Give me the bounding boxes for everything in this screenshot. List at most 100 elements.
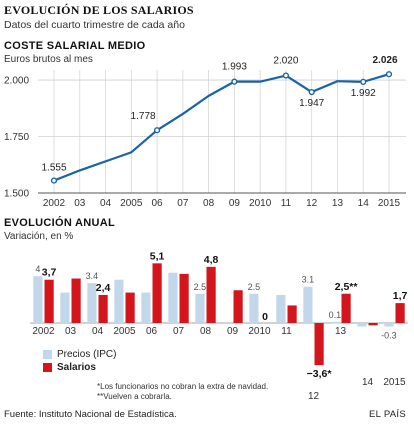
bar-chart-ylabel: Variación, en % (4, 231, 74, 242)
line-chart-data-label: 2.026 (372, 55, 397, 66)
line-chart-xtick: 2005 (120, 198, 143, 209)
bar-salarios-label: 1,7 (393, 290, 408, 302)
line-chart-xtick: 11 (281, 198, 292, 209)
line-chart-xtick: 07 (177, 198, 189, 209)
line-chart-point (308, 88, 315, 96)
bar-chart-xtick: 03 (65, 326, 77, 337)
legend-salarios-label: Salarios (57, 362, 96, 373)
line-chart-data-label: 1.778 (131, 111, 156, 122)
line-chart-xtick: 13 (332, 198, 344, 209)
line-chart-point (231, 78, 238, 85)
bar-chart-xtick: 11 (281, 326, 292, 337)
bar-ipc (195, 293, 205, 323)
bar-ipc (330, 321, 340, 324)
legend-salarios-swatch (43, 363, 52, 372)
bar-chart-xtick: 2010 (248, 326, 271, 337)
bar-chart-xtick: 06 (146, 326, 158, 337)
bar-ipc (60, 292, 70, 323)
bar-chart-xtick: 08 (200, 326, 212, 337)
bar-chart-xtick: 09 (227, 326, 239, 337)
bar-salarios (395, 303, 405, 323)
bar-chart-xtick: 14 (362, 377, 374, 388)
line-chart-ylabel: Euros brutos al mes (4, 54, 93, 65)
line-chart-ytick: 1.750 (4, 132, 29, 143)
line-chart-data-label: 1.992 (351, 88, 376, 99)
bar-salarios (287, 305, 297, 323)
bar-ipc (249, 293, 259, 323)
legend-ipc-label: Precios (IPC) (57, 349, 117, 360)
bar-ipc-label: 2.5 (248, 282, 261, 292)
bar-ipc (303, 286, 313, 323)
bar-salarios-label: −3,6* (307, 368, 333, 380)
brand-logo: EL PAÍS (369, 409, 406, 420)
bar-salarios (71, 278, 81, 323)
bar-salarios-label: 4,8 (204, 254, 219, 266)
bar-salarios-label: 5,1 (150, 250, 165, 262)
bar-chart-xtick: 13 (335, 326, 347, 337)
line-chart-xtick: 08 (203, 198, 215, 209)
bar-ipc (87, 283, 97, 323)
bar-ipc (357, 323, 367, 327)
bar-chart-xtick: 04 (92, 326, 104, 337)
line-chart-title: COSTE SALARIAL MEDIO (4, 40, 146, 52)
bar-salarios (341, 293, 351, 323)
line-chart-point (360, 78, 367, 85)
bar-chart-xtick: 12 (308, 391, 320, 402)
bar-ipc-label: 0.1 (329, 310, 342, 320)
bar-salarios (179, 273, 189, 323)
page-subtitle: Datos del cuarto trimestre de cada año (4, 19, 185, 31)
bar-ipc-label: -0.3 (381, 331, 397, 341)
source-note: Fuente: Instituto Nacional de Estadístic… (4, 409, 177, 420)
footnote-1: *Los funcionarios no cobran la extra de … (97, 382, 269, 391)
line-chart-xtick: 14 (358, 198, 370, 209)
line-chart-xtick: 2010 (249, 198, 272, 209)
line-chart-point (282, 72, 290, 79)
line-chart-xtick: 2002 (43, 198, 66, 209)
line-chart-point (385, 71, 393, 78)
bar-salarios (368, 323, 378, 326)
line-chart-xtick: 06 (152, 198, 164, 209)
bar-salarios (98, 294, 108, 323)
line-chart-data-label: 1.993 (222, 62, 247, 73)
bar-salarios-label: 0 (262, 311, 268, 323)
bar-chart-xtick: 2002 (32, 326, 55, 337)
bar-ipc-label: 2.5 (194, 282, 207, 292)
bar-salarios (44, 279, 54, 323)
bar-chart-xtick: 2015 (383, 377, 406, 388)
bar-salarios-label: 3,7 (42, 267, 57, 279)
bar-ipc (114, 279, 124, 323)
bar-salarios (206, 266, 216, 323)
line-chart-point (50, 177, 58, 184)
bar-ipc-label: 3.4 (86, 271, 99, 281)
bar-ipc (168, 272, 178, 323)
legend-ipc: Precios (IPC) (43, 349, 116, 360)
line-chart-data-label: 1.555 (41, 163, 66, 174)
line-chart-ytick: 1.500 (4, 189, 29, 200)
bar-chart-xtick: 2005 (113, 326, 136, 337)
footnote-2: **Vuelven a cobrarla. (97, 392, 172, 401)
bar-chart-xtick: 07 (173, 326, 185, 337)
line-chart-xtick: 09 (229, 198, 241, 209)
line-chart-data-label: 1.947 (299, 98, 324, 109)
line-chart-data-label: 2.020 (273, 56, 298, 67)
line-chart-xtick: 12 (306, 198, 318, 209)
bar-ipc (276, 294, 286, 323)
bar-ipc (33, 276, 43, 323)
line-chart-point (153, 127, 161, 134)
line-chart-xtick: 04 (100, 198, 112, 209)
bar-salarios (233, 290, 243, 323)
bar-salarios-label: 2,4 (96, 282, 111, 294)
bar-chart-title: EVOLUCIÓN ANUAL (4, 217, 116, 229)
bar-salarios (152, 263, 162, 323)
line-chart-xtick: 2015 (378, 198, 401, 209)
bar-salarios (314, 323, 324, 366)
legend-salarios: Salarios (43, 362, 96, 373)
bar-ipc (141, 292, 151, 323)
bar-salarios (125, 292, 135, 323)
legend-ipc-swatch (43, 350, 52, 359)
bar-ipc-label: 3.1 (302, 275, 315, 285)
bar-ipc (384, 323, 394, 327)
bar-ipc-label: 4 (35, 264, 40, 274)
